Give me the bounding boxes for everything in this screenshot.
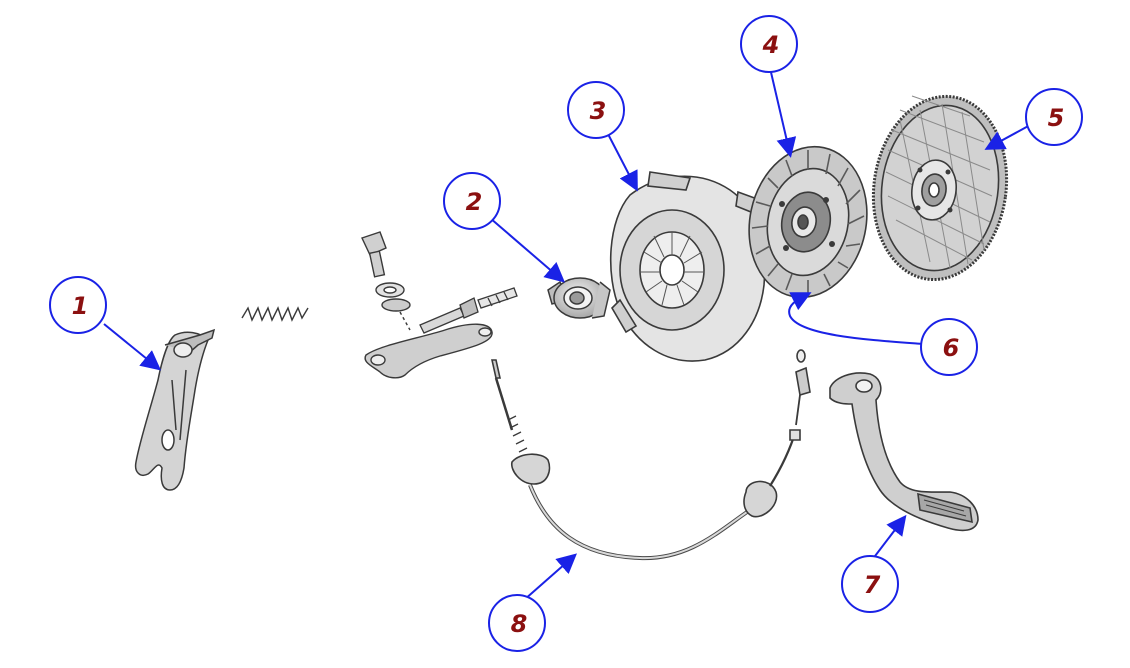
callout-5-label: 5 [1048, 104, 1065, 132]
callout-2-bubble [443, 172, 501, 230]
callout-5-bubble [1025, 88, 1083, 146]
leader-lines [103, 67, 1033, 601]
flywheel-part [871, 94, 1009, 282]
release-fork-part [134, 328, 216, 491]
callout-6: 6 [920, 318, 978, 376]
callout-1: 1 [49, 276, 107, 334]
callout-8: 8 [488, 594, 546, 652]
callout-7: 7 [841, 555, 899, 613]
return-spring-part [241, 306, 309, 322]
callout-4-label: 4 [762, 31, 780, 59]
callout-2-label: 2 [466, 188, 483, 216]
callout-1-label: 1 [72, 292, 89, 320]
clutch-pedal-part [829, 372, 979, 532]
callout-3-bubble [567, 81, 625, 139]
leader-line-2 [489, 217, 566, 283]
callout-6-bubble [920, 318, 978, 376]
leader-line-7 [871, 514, 907, 561]
lever-bolt-part [419, 287, 518, 334]
callout-7-label: 7 [864, 571, 881, 599]
callout-3: 3 [567, 81, 625, 139]
callout-7-bubble [841, 555, 899, 613]
release-bearing-part [547, 277, 611, 319]
callout-4-bubble [740, 15, 798, 73]
leader-line-3 [607, 133, 638, 192]
leader-line-1 [103, 323, 162, 371]
leader-line-5 [984, 123, 1033, 150]
callout-5: 5 [1025, 88, 1083, 146]
callout-8-label: 8 [511, 610, 528, 638]
callout-1-bubble [49, 276, 107, 334]
callout-2: 2 [443, 172, 501, 230]
leader-line-4 [769, 67, 797, 158]
leader-line-6 [788, 292, 925, 345]
callout-8-bubble [488, 594, 546, 652]
clutch-cable-part [491, 349, 811, 561]
clutch-disc-part [748, 145, 868, 299]
release-lever-part [364, 323, 493, 379]
pivot-bolt-part [361, 231, 411, 331]
pressure-plate-part [609, 171, 766, 362]
leader-line-8 [523, 553, 578, 601]
callout-3-label: 3 [590, 97, 607, 125]
callout-6-label: 6 [943, 334, 960, 362]
callout-4: 4 [740, 15, 798, 73]
